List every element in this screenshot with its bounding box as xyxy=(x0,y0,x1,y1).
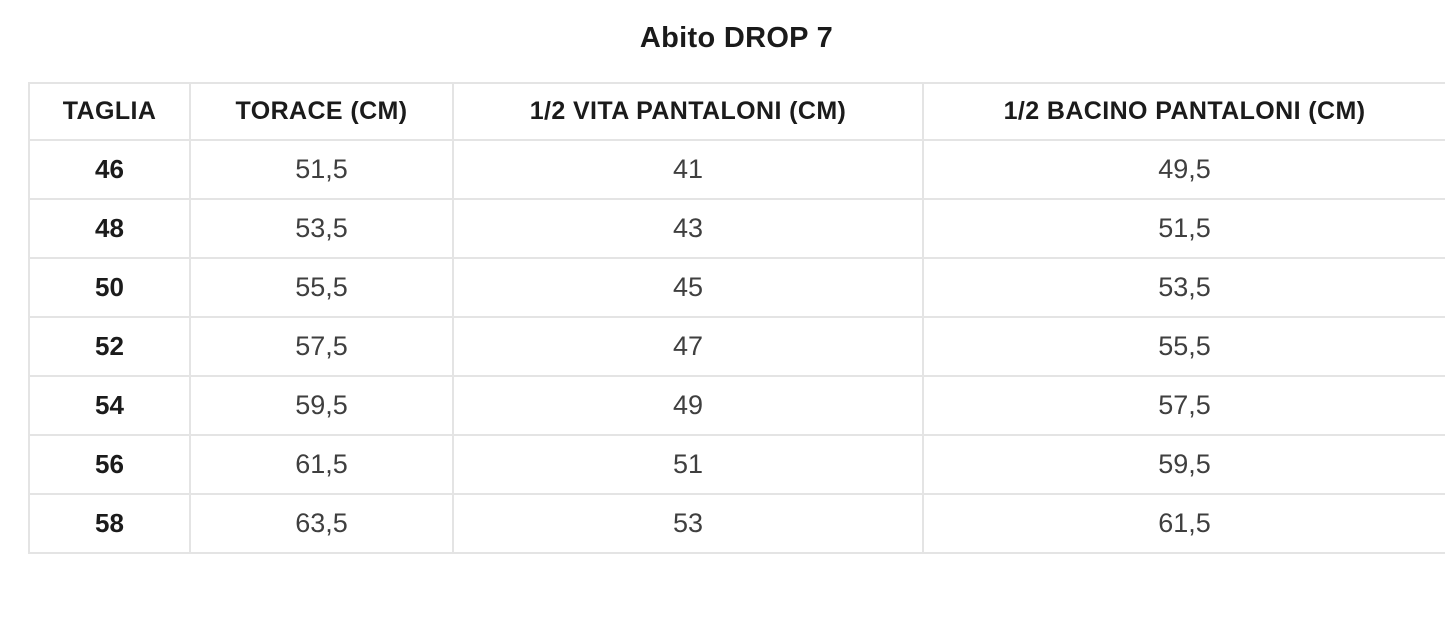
size-chart-table: TAGLIA TORACE (CM) 1/2 VITA PANTALONI (C… xyxy=(28,82,1445,554)
table-row: 48 53,5 43 51,5 xyxy=(28,198,1445,259)
size-cell: 48 xyxy=(28,198,191,259)
bacino-cell: 57,5 xyxy=(922,375,1445,436)
bacino-cell: 49,5 xyxy=(922,139,1445,200)
size-cell: 54 xyxy=(28,375,191,436)
bacino-cell: 59,5 xyxy=(922,434,1445,495)
column-header-vita-pantaloni: 1/2 VITA PANTALONI (CM) xyxy=(452,82,924,141)
size-cell: 52 xyxy=(28,316,191,377)
torace-cell: 59,5 xyxy=(189,375,454,436)
torace-cell: 55,5 xyxy=(189,257,454,318)
table-row: 52 57,5 47 55,5 xyxy=(28,316,1445,377)
bacino-cell: 51,5 xyxy=(922,198,1445,259)
torace-cell: 51,5 xyxy=(189,139,454,200)
bacino-cell: 55,5 xyxy=(922,316,1445,377)
vita-cell: 49 xyxy=(452,375,924,436)
table-row: 58 63,5 53 61,5 xyxy=(28,493,1445,554)
torace-cell: 57,5 xyxy=(189,316,454,377)
torace-cell: 53,5 xyxy=(189,198,454,259)
size-cell: 56 xyxy=(28,434,191,495)
bacino-cell: 61,5 xyxy=(922,493,1445,554)
vita-cell: 53 xyxy=(452,493,924,554)
size-cell: 46 xyxy=(28,139,191,200)
bacino-cell: 53,5 xyxy=(922,257,1445,318)
vita-cell: 41 xyxy=(452,139,924,200)
torace-cell: 63,5 xyxy=(189,493,454,554)
table-row: 56 61,5 51 59,5 xyxy=(28,434,1445,495)
vita-cell: 43 xyxy=(452,198,924,259)
size-cell: 58 xyxy=(28,493,191,554)
page-title: Abito DROP 7 xyxy=(639,22,834,54)
size-cell: 50 xyxy=(28,257,191,318)
table-row: 50 55,5 45 53,5 xyxy=(28,257,1445,318)
vita-cell: 51 xyxy=(452,434,924,495)
table-header-row: TAGLIA TORACE (CM) 1/2 VITA PANTALONI (C… xyxy=(28,82,1445,141)
table-row: 46 51,5 41 49,5 xyxy=(28,139,1445,200)
table-row: 54 59,5 49 57,5 xyxy=(28,375,1445,436)
vita-cell: 47 xyxy=(452,316,924,377)
column-header-torace: TORACE (CM) xyxy=(189,82,454,141)
vita-cell: 45 xyxy=(452,257,924,318)
column-header-taglia: TAGLIA xyxy=(28,82,191,141)
torace-cell: 61,5 xyxy=(189,434,454,495)
column-header-bacino-pantaloni: 1/2 BACINO PANTALONI (CM) xyxy=(922,82,1445,141)
